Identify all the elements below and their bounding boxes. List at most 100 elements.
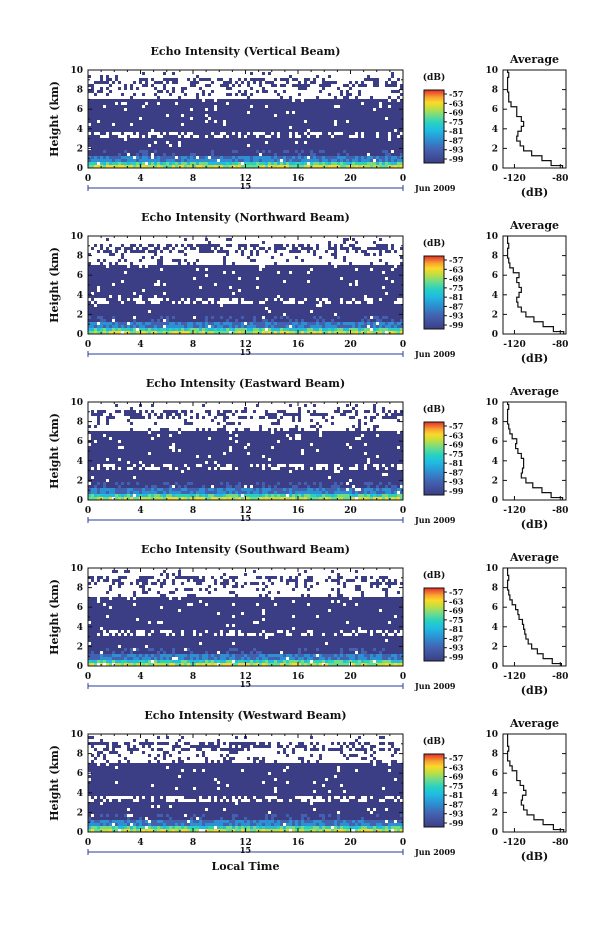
average-profile-line: [506, 402, 564, 500]
colorbar-tick-label: -63: [449, 264, 464, 274]
average-y-tick-label: 4: [492, 291, 498, 301]
x-tick-label: 4: [137, 506, 143, 516]
chart-panel: Echo Intensity (Northward Beam) 0 2 4 6 8 10 He…: [48, 211, 568, 365]
colorbar-unit: (dB): [423, 238, 445, 249]
y-axis-label: Height (km): [48, 413, 61, 489]
y-tick-label: 10: [70, 232, 83, 242]
colorbar-unit: (dB): [423, 404, 445, 415]
x-tick-label: 20: [344, 506, 357, 516]
average-x-tick-label: -80: [552, 174, 568, 184]
average-y-tick-label: 8: [492, 86, 498, 96]
average-xlabel: (dB): [521, 684, 548, 697]
average-profile-line: [506, 70, 564, 168]
x-tick-label: 12: [239, 838, 252, 848]
average-y-tick-label: 4: [492, 623, 498, 633]
chart-title: Echo Intensity (Southward Beam): [141, 543, 350, 556]
x-tick-label: 16: [292, 838, 305, 848]
heatmap-cells: [88, 238, 403, 334]
x-tick-label: 0: [85, 174, 91, 184]
x-tick-label: 4: [137, 340, 143, 350]
average-y-tick-label: 0: [492, 662, 498, 672]
x-tick-label: 4: [137, 838, 143, 848]
average-frame: [502, 69, 567, 169]
y-tick-label: 0: [77, 828, 83, 838]
average-y-tick-label: 2: [492, 808, 498, 818]
y-tick-label: 6: [77, 603, 83, 613]
y-tick-label: 0: [77, 662, 83, 672]
colorbar-tick-label: -57: [449, 753, 463, 763]
colorbar-tick-label: -87: [449, 633, 463, 643]
average-title: Average: [509, 53, 559, 66]
x-tick-label: 20: [344, 340, 357, 350]
average-y-tick-label: 0: [492, 330, 498, 340]
average-y-tick-label: 6: [492, 769, 498, 779]
y-tick-label: 4: [77, 457, 83, 467]
month-label: Jun 2009: [414, 349, 456, 359]
y-tick-label: 4: [77, 291, 83, 301]
average-x-tick-label: -120: [503, 506, 526, 516]
average-title: Average: [509, 717, 559, 730]
colorbar-tick-label: -63: [449, 596, 464, 606]
x-tick-label: 0: [85, 506, 91, 516]
x-tick-label: 12: [239, 672, 252, 682]
average-y-tick-label: 6: [492, 603, 498, 613]
colorbar-tick-label: -69: [449, 772, 464, 782]
x-tick-label: 8: [190, 174, 196, 184]
month-label: Jun 2009: [414, 847, 456, 857]
colorbar-tick-label: -75: [449, 615, 463, 625]
colorbar-unit: (dB): [423, 570, 445, 581]
colorbar-tick-label: -87: [449, 799, 463, 809]
colorbar: [423, 587, 445, 662]
month-label: Jun 2009: [414, 515, 456, 525]
x-tick-label: 16: [292, 340, 305, 350]
y-tick-label: 8: [77, 418, 83, 428]
y-tick-label: 10: [70, 730, 83, 740]
y-tick-label: 6: [77, 271, 83, 281]
colorbar: [423, 421, 445, 496]
average-x-tick-label: -120: [503, 838, 526, 848]
y-axis-label: Height (km): [48, 81, 61, 157]
average-title: Average: [509, 551, 559, 564]
y-tick-label: 8: [77, 86, 83, 96]
chart-panel: Echo Intensity (Eastward Beam) 0 2 4 6 8 10 Hei…: [48, 377, 568, 531]
heatmap-cells: [88, 570, 403, 666]
colorbar-tick-label: -81: [449, 624, 463, 634]
heatmap-cells: [88, 72, 403, 168]
average-frame: [502, 401, 567, 501]
y-tick-label: 8: [77, 252, 83, 262]
x-tick-label: 16: [292, 506, 305, 516]
colorbar-tick-label: -69: [449, 274, 464, 284]
y-tick-label: 0: [77, 330, 83, 340]
colorbar-tick-label: -99: [449, 486, 464, 496]
average-y-tick-label: 4: [492, 125, 498, 135]
average-x-tick-label: -80: [552, 506, 568, 516]
average-y-tick-label: 8: [492, 418, 498, 428]
y-tick-label: 0: [77, 164, 83, 174]
x-tick-label: 0: [85, 838, 91, 848]
x-tick-label: 20: [344, 672, 357, 682]
y-tick-label: 2: [77, 476, 83, 486]
colorbar-tick-label: -93: [449, 643, 464, 653]
x-axis-label: Local Time: [212, 860, 280, 873]
y-axis-label: Height (km): [48, 745, 61, 821]
average-xlabel: (dB): [521, 518, 548, 531]
average-y-tick-label: 0: [492, 828, 498, 838]
month-label: Jun 2009: [414, 681, 456, 691]
average-xlabel: (dB): [521, 186, 548, 199]
y-tick-label: 6: [77, 437, 83, 447]
colorbar-tick-label: -69: [449, 440, 464, 450]
average-y-tick-label: 8: [492, 252, 498, 262]
average-y-tick-label: 6: [492, 105, 498, 115]
x-tick-label: 20: [344, 174, 357, 184]
average-y-tick-label: 8: [492, 750, 498, 760]
y-axis-label: Height (km): [48, 247, 61, 323]
average-xlabel: (dB): [521, 352, 548, 365]
y-tick-label: 2: [77, 310, 83, 320]
date-label: 15: [240, 513, 251, 523]
average-y-tick-label: 2: [492, 642, 498, 652]
chart-title: Echo Intensity (Westward Beam): [144, 709, 346, 722]
y-tick-label: 0: [77, 496, 83, 506]
month-label: Jun 2009: [414, 183, 456, 193]
y-tick-label: 10: [70, 398, 83, 408]
